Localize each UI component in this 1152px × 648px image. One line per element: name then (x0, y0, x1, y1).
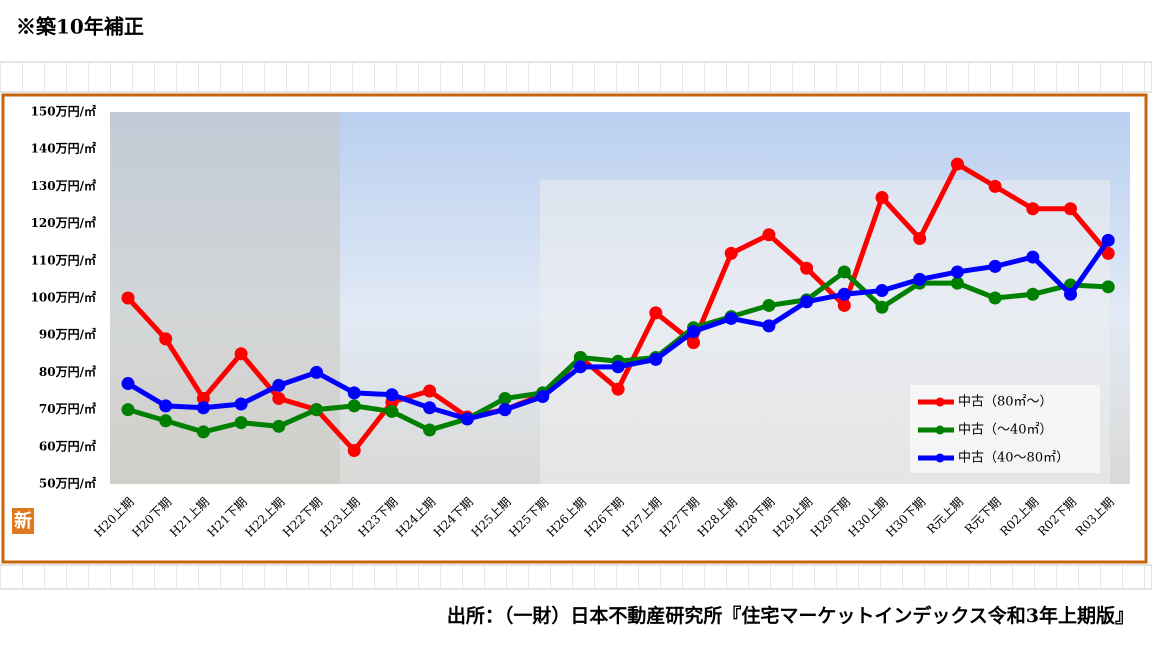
y-tick-label: 150万円/㎡ (31, 104, 96, 119)
legend-label: 中古（80㎡～） (958, 395, 1053, 410)
y-tick-label: 60万円/㎡ (39, 438, 96, 453)
point (875, 300, 889, 314)
point (272, 419, 286, 433)
badge-text: 新 (14, 510, 32, 532)
point (347, 444, 361, 458)
point (724, 246, 738, 260)
point (687, 336, 700, 350)
point (988, 179, 1002, 193)
grid-row (0, 61, 1152, 93)
point (159, 332, 173, 346)
point (536, 390, 550, 404)
point (272, 378, 286, 392)
badge (12, 508, 34, 534)
point (347, 399, 361, 413)
point (234, 347, 248, 361)
point (1101, 280, 1115, 294)
point (121, 403, 135, 417)
point (460, 412, 474, 426)
y-tick-label: 90万円/㎡ (39, 327, 96, 342)
building (110, 112, 340, 484)
y-tick-label: 50万円/㎡ (39, 476, 96, 491)
y-tick-label: 100万円/㎡ (31, 290, 96, 305)
point (272, 391, 286, 405)
point (800, 295, 814, 309)
point (875, 284, 889, 298)
point (950, 157, 964, 171)
point (837, 298, 851, 312)
point (573, 360, 587, 374)
point (385, 388, 399, 402)
point (423, 423, 437, 437)
point (498, 403, 512, 417)
y-tick-label: 70万円/㎡ (39, 401, 96, 416)
point (1101, 233, 1115, 247)
point (611, 360, 625, 374)
point (121, 291, 135, 305)
point (234, 397, 248, 411)
point (762, 319, 776, 333)
point (196, 401, 210, 415)
point (573, 351, 587, 365)
y-tick-label: 110万円/㎡ (31, 252, 96, 267)
point (1064, 202, 1077, 216)
point (988, 291, 1002, 305)
legend-label: 中古（～40㎡） (958, 423, 1053, 438)
point (913, 272, 927, 286)
point (875, 191, 889, 205)
point (837, 265, 851, 279)
point (310, 365, 323, 379)
grid-row (0, 564, 1152, 590)
point (423, 401, 437, 415)
point (1101, 246, 1115, 260)
point (950, 265, 964, 279)
point (196, 391, 210, 405)
point (234, 416, 248, 430)
point (913, 231, 927, 245)
point (950, 276, 964, 290)
source: 出所：（一財）日本不動産研究所『住宅マーケットインデックス令和3年上期版』 (447, 604, 1134, 627)
y-tick-label: 120万円/㎡ (31, 215, 96, 230)
point (347, 386, 361, 400)
point (649, 306, 663, 320)
point (196, 425, 210, 439)
point (310, 403, 323, 417)
y-tick-label: 80万円/㎡ (39, 364, 96, 379)
point (159, 414, 173, 428)
point (611, 382, 625, 396)
legend-dot (935, 453, 945, 463)
point (687, 324, 700, 338)
legend-dot (935, 425, 945, 435)
note: ※築10年補正 (16, 15, 144, 39)
point (159, 399, 173, 413)
y-tick-label: 130万円/㎡ (31, 178, 96, 193)
point (724, 311, 738, 325)
point (385, 404, 399, 418)
y-tick-label: 140万円/㎡ (31, 141, 96, 156)
point (837, 287, 851, 301)
point (762, 298, 776, 312)
point (1064, 287, 1077, 301)
point (800, 261, 814, 275)
point (498, 391, 512, 405)
legend-dot (935, 397, 945, 407)
point (1026, 202, 1040, 216)
point (1026, 250, 1040, 264)
point (762, 228, 776, 242)
point (1026, 287, 1040, 301)
point (121, 377, 135, 391)
point (649, 352, 663, 366)
legend-label: 中古（40～80㎡） (958, 451, 1069, 466)
point (423, 384, 437, 398)
point (988, 259, 1002, 273)
